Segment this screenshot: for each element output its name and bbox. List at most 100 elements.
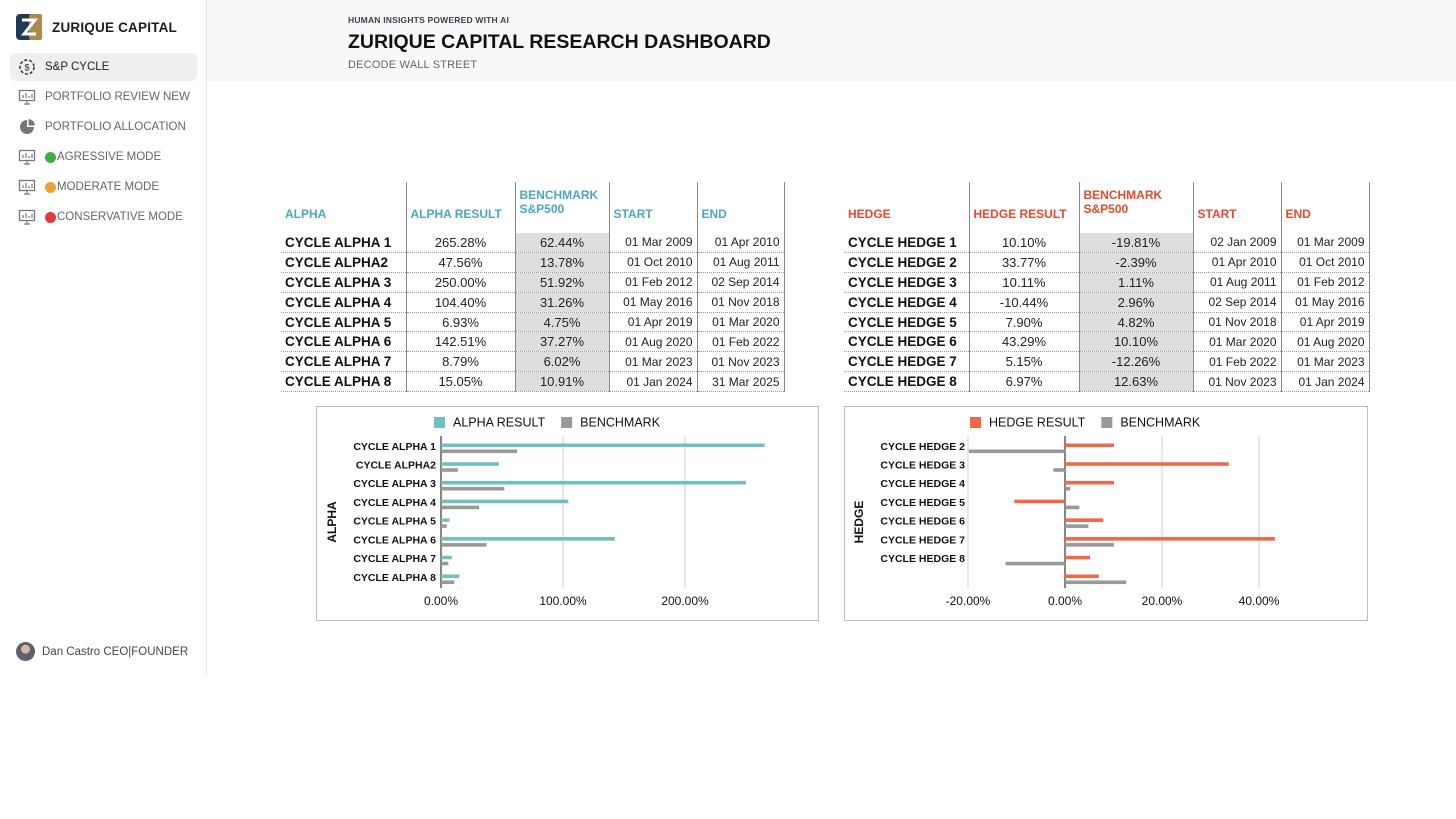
table-row: CYCLE HEDGE 8 6.97% 12.63% 01 Nov 2023 01 Ja… xyxy=(844,371,1370,393)
table-body: CYCLE ALPHA 1 265.28% 62.44% 01 Mar 2009 01 … xyxy=(281,233,785,393)
icon xyxy=(18,209,36,225)
table-row: CYCLE HEDGE 2 33.77% -2.39% 01 Apr 2010 01 O… xyxy=(844,252,1370,273)
header-row: HEDGE HEDGE RESULT BENCHMARK S&P500 START EN… xyxy=(844,182,1370,233)
brand[interactable]: ZURIQUE CAPITAL xyxy=(16,14,177,40)
eyebrow: HUMAN INSIGHTS POWERED WITH AI xyxy=(348,15,510,25)
cell: 01 Apr 2010 xyxy=(697,233,785,253)
nav-item[interactable]: MODERATE MODE xyxy=(10,173,197,201)
cell: 01 Mar 2023 xyxy=(609,351,698,373)
category-label: CYCLE HEDGE 3 xyxy=(880,459,965,471)
bar xyxy=(1053,468,1065,472)
bar xyxy=(441,505,480,510)
table-body: CYCLE HEDGE 1 10.10% -19.81% 02 Jan 2009 01 … xyxy=(844,233,1370,393)
cell: 01 May 2016 xyxy=(1281,292,1370,313)
category-label: CYCLE ALPHA 6 xyxy=(353,534,436,546)
bar xyxy=(1065,480,1115,485)
table-row: CYCLE HEDGE 7 5.15% -12.26% 01 Feb 2022 01 M… xyxy=(844,351,1370,373)
cell: 01 Jan 2024 xyxy=(609,371,698,393)
legend-label: BENCHMARK xyxy=(1120,415,1201,429)
cell: 01 Nov 2023 xyxy=(1193,371,1282,393)
category-label: CYCLE ALPHA 7 xyxy=(353,553,436,565)
nav-item[interactable]: CONSERVATIVE MODE xyxy=(10,203,197,231)
bar xyxy=(441,480,746,485)
sidebar: ZURIQUE CAPITAL $ S&P CYCLE PORTFOLIO RE… xyxy=(0,0,207,677)
cell: CYCLE HEDGE 5 xyxy=(844,312,970,333)
cell: 01 Feb 2012 xyxy=(1281,272,1370,293)
cell: 31.26% xyxy=(515,292,610,313)
cell: 01 Feb 2012 xyxy=(609,272,698,293)
nav-item[interactable]: PORTFOLIO ALLOCATION xyxy=(10,113,197,141)
cell: 10.10% xyxy=(969,233,1080,253)
page-subtitle: DECODE WALL STREET xyxy=(348,59,478,71)
nav-item[interactable]: AGRESSIVE MODE xyxy=(10,143,197,171)
user[interactable]: Dan Castro CEO|FOUNDER xyxy=(16,642,188,661)
table-head: ALPHA ALPHA RESULT BENCHMARK S&P500 START EN… xyxy=(281,182,785,233)
bar xyxy=(441,486,505,491)
cell: 265.28% xyxy=(406,233,516,253)
cell: -12.26% xyxy=(1079,351,1194,373)
cell: 01 Mar 2020 xyxy=(1193,331,1282,353)
table-row: CYCLE ALPHA 7 8.79% 6.02% 01 Mar 2023 01 Nov… xyxy=(281,351,785,373)
legend-label: ALPHA RESULT xyxy=(453,415,546,429)
cell: 31 Mar 2025 xyxy=(697,371,785,393)
column-header: BENCHMARK S&P500 xyxy=(1079,182,1194,233)
bar xyxy=(1065,518,1104,522)
cell: 01 Aug 2011 xyxy=(697,252,785,273)
table-row: CYCLE HEDGE 1 10.10% -19.81% 02 Jan 2009 01 … xyxy=(844,233,1370,253)
column-header: START xyxy=(609,182,698,233)
cell: 01 Mar 2009 xyxy=(609,233,698,253)
cell: CYCLE HEDGE 3 xyxy=(844,272,970,293)
table-row: CYCLE HEDGE 4 -10.44% 2.96% 02 Sep 2014 01 M… xyxy=(844,292,1370,313)
logo xyxy=(16,14,42,40)
cell: 02 Sep 2014 xyxy=(1193,292,1282,313)
nav-item[interactable]: PORTFOLIO REVIEW NEW xyxy=(10,83,197,111)
cell: 01 Feb 2022 xyxy=(1193,351,1282,373)
cell: 01 Jan 2024 xyxy=(1281,371,1370,393)
avatar xyxy=(16,642,35,661)
bar xyxy=(441,580,455,585)
icon xyxy=(18,89,36,105)
cell: CYCLE ALPHA 7 xyxy=(281,351,407,373)
icon xyxy=(18,179,36,195)
legend-label: BENCHMARK xyxy=(580,415,661,429)
column-header: ALPHA RESULT xyxy=(406,182,516,233)
category-label: CYCLE ALPHA 4 xyxy=(353,497,436,509)
status-dot xyxy=(45,151,56,163)
icon xyxy=(20,119,35,134)
cell: 250.00% xyxy=(406,272,516,293)
nav-item[interactable]: $ S&P CYCLE xyxy=(10,53,197,81)
bar xyxy=(441,443,765,448)
category-label: CYCLE HEDGE 4 xyxy=(880,478,965,490)
hedge-table: HEDGE HEDGE RESULT BENCHMARK S&P500 START EN… xyxy=(844,182,1370,393)
cell: CYCLE HEDGE 4 xyxy=(844,292,970,313)
cell: 01 Aug 2020 xyxy=(1281,331,1370,353)
cell: 01 Apr 2019 xyxy=(1281,312,1370,333)
bar xyxy=(1065,580,1127,585)
cell: 01 Nov 2018 xyxy=(697,292,785,313)
cell: CYCLE HEDGE 8 xyxy=(844,371,970,393)
nav-label: CONSERVATIVE MODE xyxy=(57,211,183,223)
nav-label: PORTFOLIO REVIEW NEW xyxy=(45,91,190,103)
category-label: CYCLE HEDGE 5 xyxy=(880,497,965,509)
table-row: CYCLE ALPHA 6 142.51% 37.27% 01 Aug 2020 01 … xyxy=(281,331,785,353)
nav-label: MODERATE MODE xyxy=(57,181,160,193)
cell: 104.40% xyxy=(406,292,516,313)
cell: 33.77% xyxy=(969,252,1080,273)
nav-label: AGRESSIVE MODE xyxy=(57,151,162,163)
legend-swatch xyxy=(1101,417,1113,428)
cell: 02 Sep 2014 xyxy=(697,272,785,293)
category-label: CYCLE ALPHA 8 xyxy=(353,572,436,584)
bar xyxy=(441,574,460,579)
bar xyxy=(441,449,518,454)
svg-text:$: $ xyxy=(24,62,29,72)
icon: $ xyxy=(19,59,35,75)
chart-frame xyxy=(316,406,819,621)
user-name: Dan Castro CEO|FOUNDER xyxy=(42,645,189,658)
cell: CYCLE ALPHA2 xyxy=(281,252,407,273)
alpha-table: ALPHA ALPHA RESULT BENCHMARK S&P500 START EN… xyxy=(281,182,785,393)
column-header: START xyxy=(1193,182,1282,233)
cell: CYCLE ALPHA 8 xyxy=(281,371,407,393)
table-row: CYCLE ALPHA 8 15.05% 10.91% 01 Jan 2024 31 M… xyxy=(281,371,785,393)
cell: 7.90% xyxy=(969,312,1080,333)
cell: 8.79% xyxy=(406,351,516,373)
